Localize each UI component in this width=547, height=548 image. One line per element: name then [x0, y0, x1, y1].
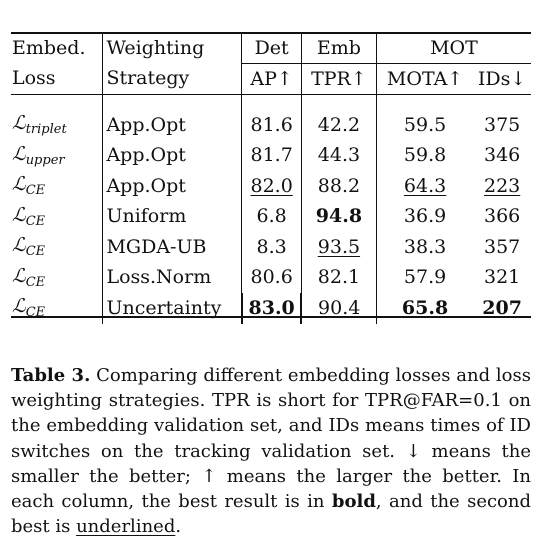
header-strategy-line1: Weighting — [102, 34, 242, 64]
mota-cell: 65.8 — [375, 293, 474, 324]
tpr-cell: 90.4 — [300, 293, 377, 324]
tpr-cell: 94.8 — [300, 201, 377, 232]
tpr-cell: 82.1 — [300, 262, 377, 293]
header-emb: Emb — [300, 34, 377, 64]
ids-cell: 223 — [483, 174, 521, 197]
mota-cell: 59.8 — [375, 140, 474, 171]
table-caption: Table 3. Comparing different embedding l… — [11, 363, 531, 539]
header-det: Det — [241, 34, 302, 64]
caption-text-1: Comparing different embedding losses and… — [11, 365, 531, 513]
tpr-cell: 42.2 — [300, 110, 377, 141]
header-row-2: Loss Strategy AP↑ TPR↑ MOTA↑ IDs↓ — [11, 63, 531, 95]
ap-cell: 81.6 — [241, 110, 302, 141]
ap-cell: 8.3 — [241, 232, 302, 263]
table-row: ℒCE MGDA-UB 8.3 93.5 38.3 357 — [11, 232, 531, 263]
ids-cell: 375 — [483, 113, 521, 136]
table-row: ℒCE Loss.Norm 80.6 82.1 57.9 321 — [11, 262, 531, 293]
caption-underline-word: underlined — [76, 516, 176, 538]
strategy-cell: MGDA-UB — [102, 232, 242, 263]
mota-cell: 64.3 — [375, 171, 474, 202]
strategy-cell: Loss.Norm — [102, 262, 242, 293]
strategy-cell: App.Opt — [102, 171, 242, 202]
ids-cell: 357 — [483, 235, 521, 258]
mota-cell: 36.9 — [375, 201, 474, 232]
ap-cell: 80.6 — [241, 262, 302, 293]
strategy-cell: App.Opt — [102, 140, 242, 171]
loss-cell: ℒupper — [12, 142, 65, 168]
strategy-cell: Uniform — [102, 201, 242, 232]
header-mota: MOTA↑ — [375, 63, 474, 95]
loss-cell: ℒCE — [12, 295, 46, 321]
mota-cell: 38.3 — [375, 232, 474, 263]
tpr-cell: 44.3 — [300, 140, 377, 171]
header-mot: MOT — [375, 34, 531, 64]
caption-text-3: . — [175, 516, 182, 538]
header-strategy-line2: Strategy — [102, 63, 242, 95]
header-row-1: Embed. Weighting Det Emb MOT — [11, 34, 531, 64]
loss-cell: ℒtriplet — [12, 112, 67, 138]
ap-cell: 83.0 — [240, 293, 302, 324]
table-bottom-rule — [11, 316, 531, 318]
loss-cell: ℒCE — [12, 234, 46, 260]
caption-text-2: , and the second best is — [11, 491, 532, 538]
header-loss-line2: Loss — [12, 67, 56, 90]
ids-cell: 207 — [482, 296, 522, 319]
header-tpr: TPR↑ — [300, 63, 377, 95]
loss-cell: ℒCE — [12, 173, 46, 199]
table-row: ℒtriplet App.Opt 81.6 42.2 59.5 375 — [11, 110, 531, 141]
table-row: ℒCE App.Opt 82.0 88.2 64.3 223 — [11, 171, 531, 202]
ids-cell: 346 — [483, 144, 521, 167]
header-loss-line1: Embed. — [12, 37, 86, 60]
tpr-cell: 88.2 — [300, 171, 377, 202]
loss-cell: ℒCE — [12, 264, 46, 290]
loss-cell: ℒCE — [12, 203, 46, 229]
mota-cell: 59.5 — [375, 110, 474, 141]
tpr-cell: 93.5 — [300, 232, 377, 263]
table-row: ℒupper App.Opt 81.7 44.3 59.8 346 — [11, 140, 531, 171]
header-separator — [11, 94, 531, 110]
header-ids: IDs↓ — [473, 63, 531, 95]
caption-bold-word: bold — [331, 491, 376, 513]
ap-cell: 82.0 — [241, 171, 302, 202]
results-table: Embed. Weighting Det Emb MOT Loss Strate… — [11, 34, 531, 324]
table-row: ℒCE Uncertainty 83.0 90.4 65.8 207 — [11, 293, 531, 324]
ids-cell: 366 — [483, 205, 521, 228]
caption-label: Table 3. — [11, 365, 91, 386]
mota-cell: 57.9 — [375, 262, 474, 293]
ap-cell: 6.8 — [241, 201, 302, 232]
ap-cell: 81.7 — [241, 140, 302, 171]
table-row: ℒCE Uniform 6.8 94.8 36.9 366 — [11, 201, 531, 232]
strategy-cell: App.Opt — [102, 110, 242, 141]
table-top-rule — [11, 32, 531, 34]
ids-cell: 321 — [483, 266, 521, 289]
strategy-cell: Uncertainty — [102, 293, 242, 324]
header-ap: AP↑ — [241, 63, 302, 95]
